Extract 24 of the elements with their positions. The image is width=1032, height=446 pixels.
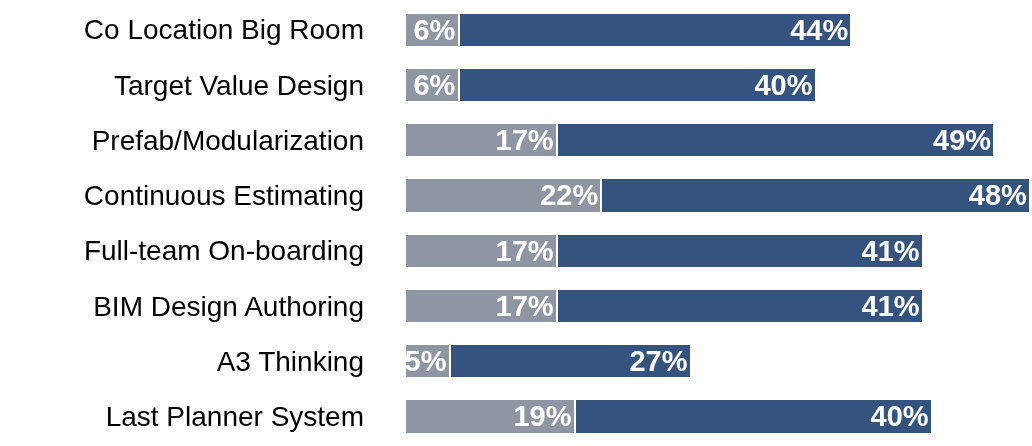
data-label: 19% xyxy=(513,400,572,433)
y-tick-label: Prefab/Modularization xyxy=(91,124,364,156)
y-tick-label: Co Location Big Room xyxy=(83,14,364,46)
data-label: 17% xyxy=(495,234,554,267)
data-label: 41% xyxy=(861,234,920,267)
data-label: 41% xyxy=(861,289,920,322)
data-label: 40% xyxy=(754,68,813,101)
data-label: 22% xyxy=(540,179,599,212)
y-tick-label: Target Value Design xyxy=(113,69,364,101)
y-tick-label: A3 Thinking xyxy=(216,345,364,377)
data-label: 40% xyxy=(870,400,929,433)
data-label: 5% xyxy=(404,345,447,378)
y-tick-label: Full-team On-boarding xyxy=(83,235,364,267)
y-tick-label: Last Planner System xyxy=(105,401,364,433)
data-label: 49% xyxy=(933,124,992,157)
data-label: 48% xyxy=(968,179,1027,212)
data-label: 17% xyxy=(495,124,554,157)
data-label: 44% xyxy=(790,13,849,46)
y-tick-label: Continuous Estimating xyxy=(83,180,364,212)
data-label: 6% xyxy=(413,13,456,46)
data-label: 6% xyxy=(413,68,456,101)
y-tick-label: BIM Design Authoring xyxy=(93,290,364,322)
data-label: 17% xyxy=(495,289,554,322)
data-label: 27% xyxy=(629,345,688,378)
